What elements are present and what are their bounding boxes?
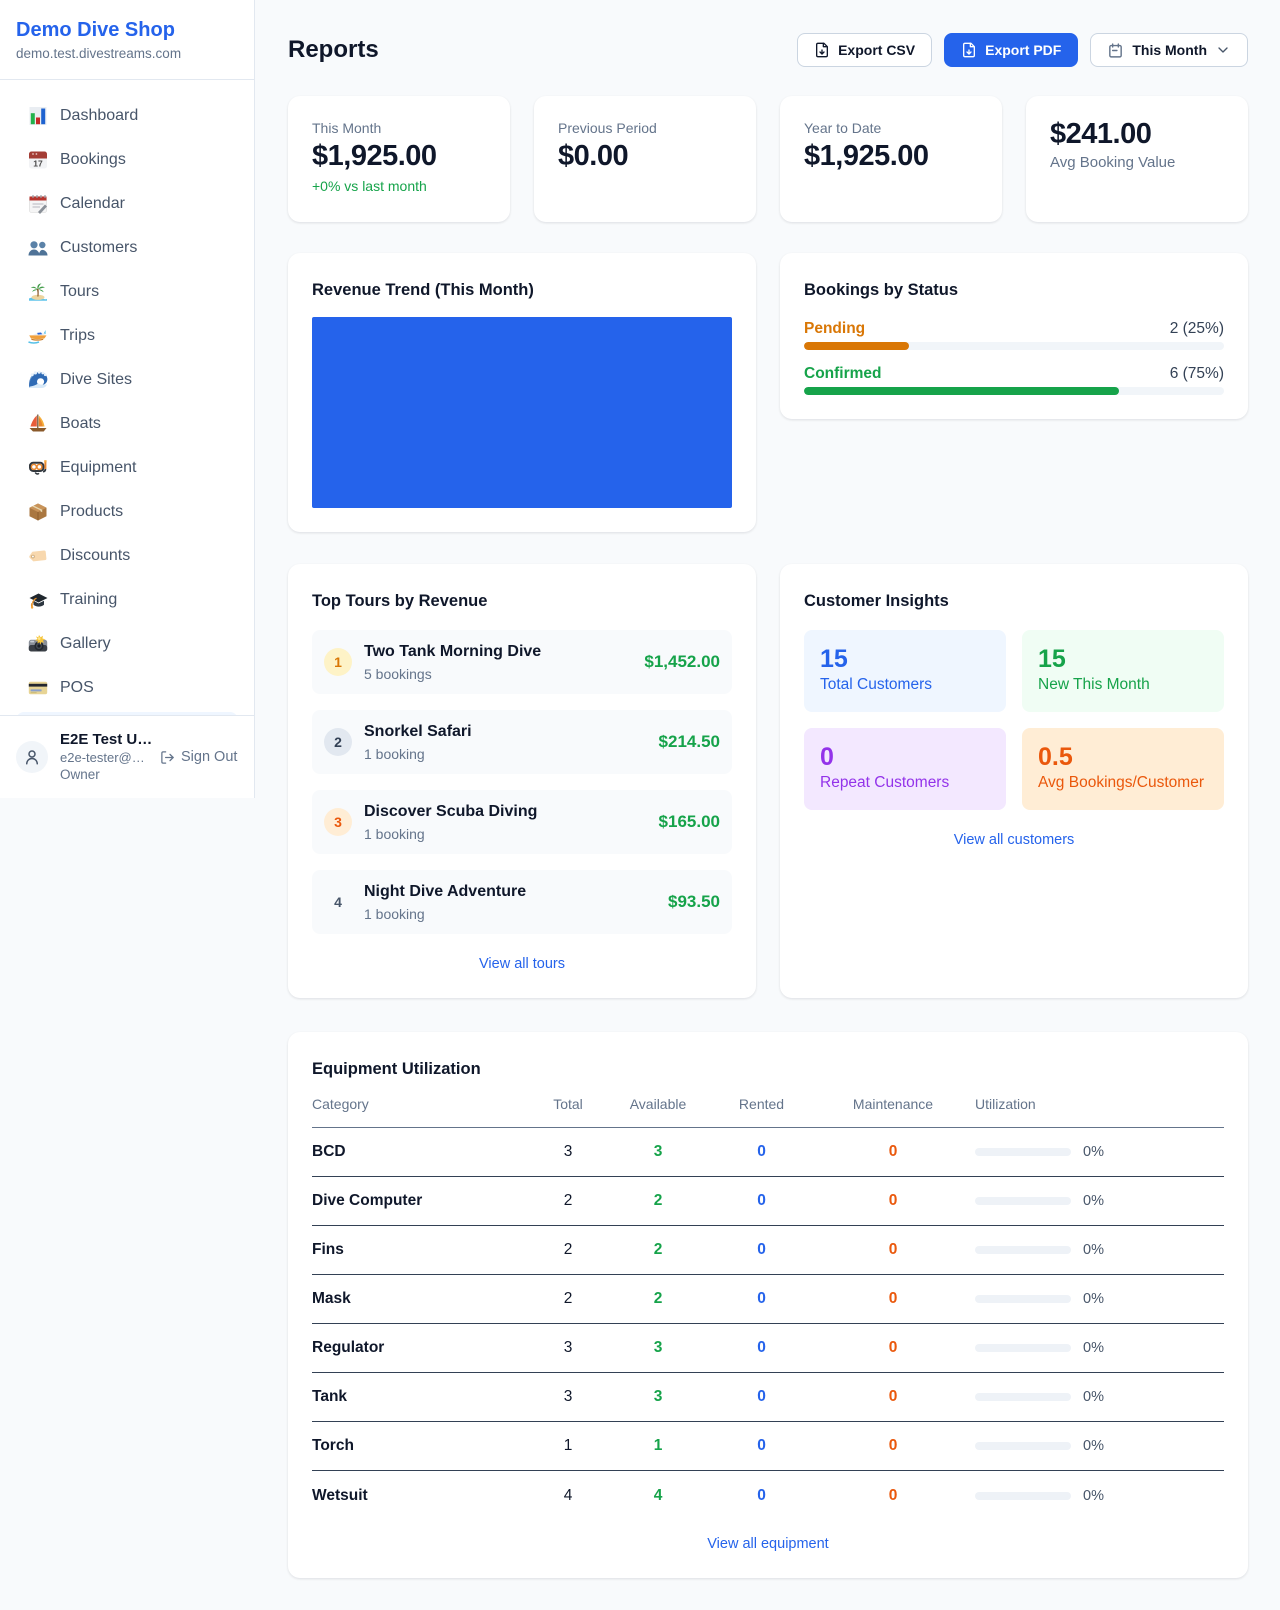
svg-text:17: 17 xyxy=(33,159,43,169)
